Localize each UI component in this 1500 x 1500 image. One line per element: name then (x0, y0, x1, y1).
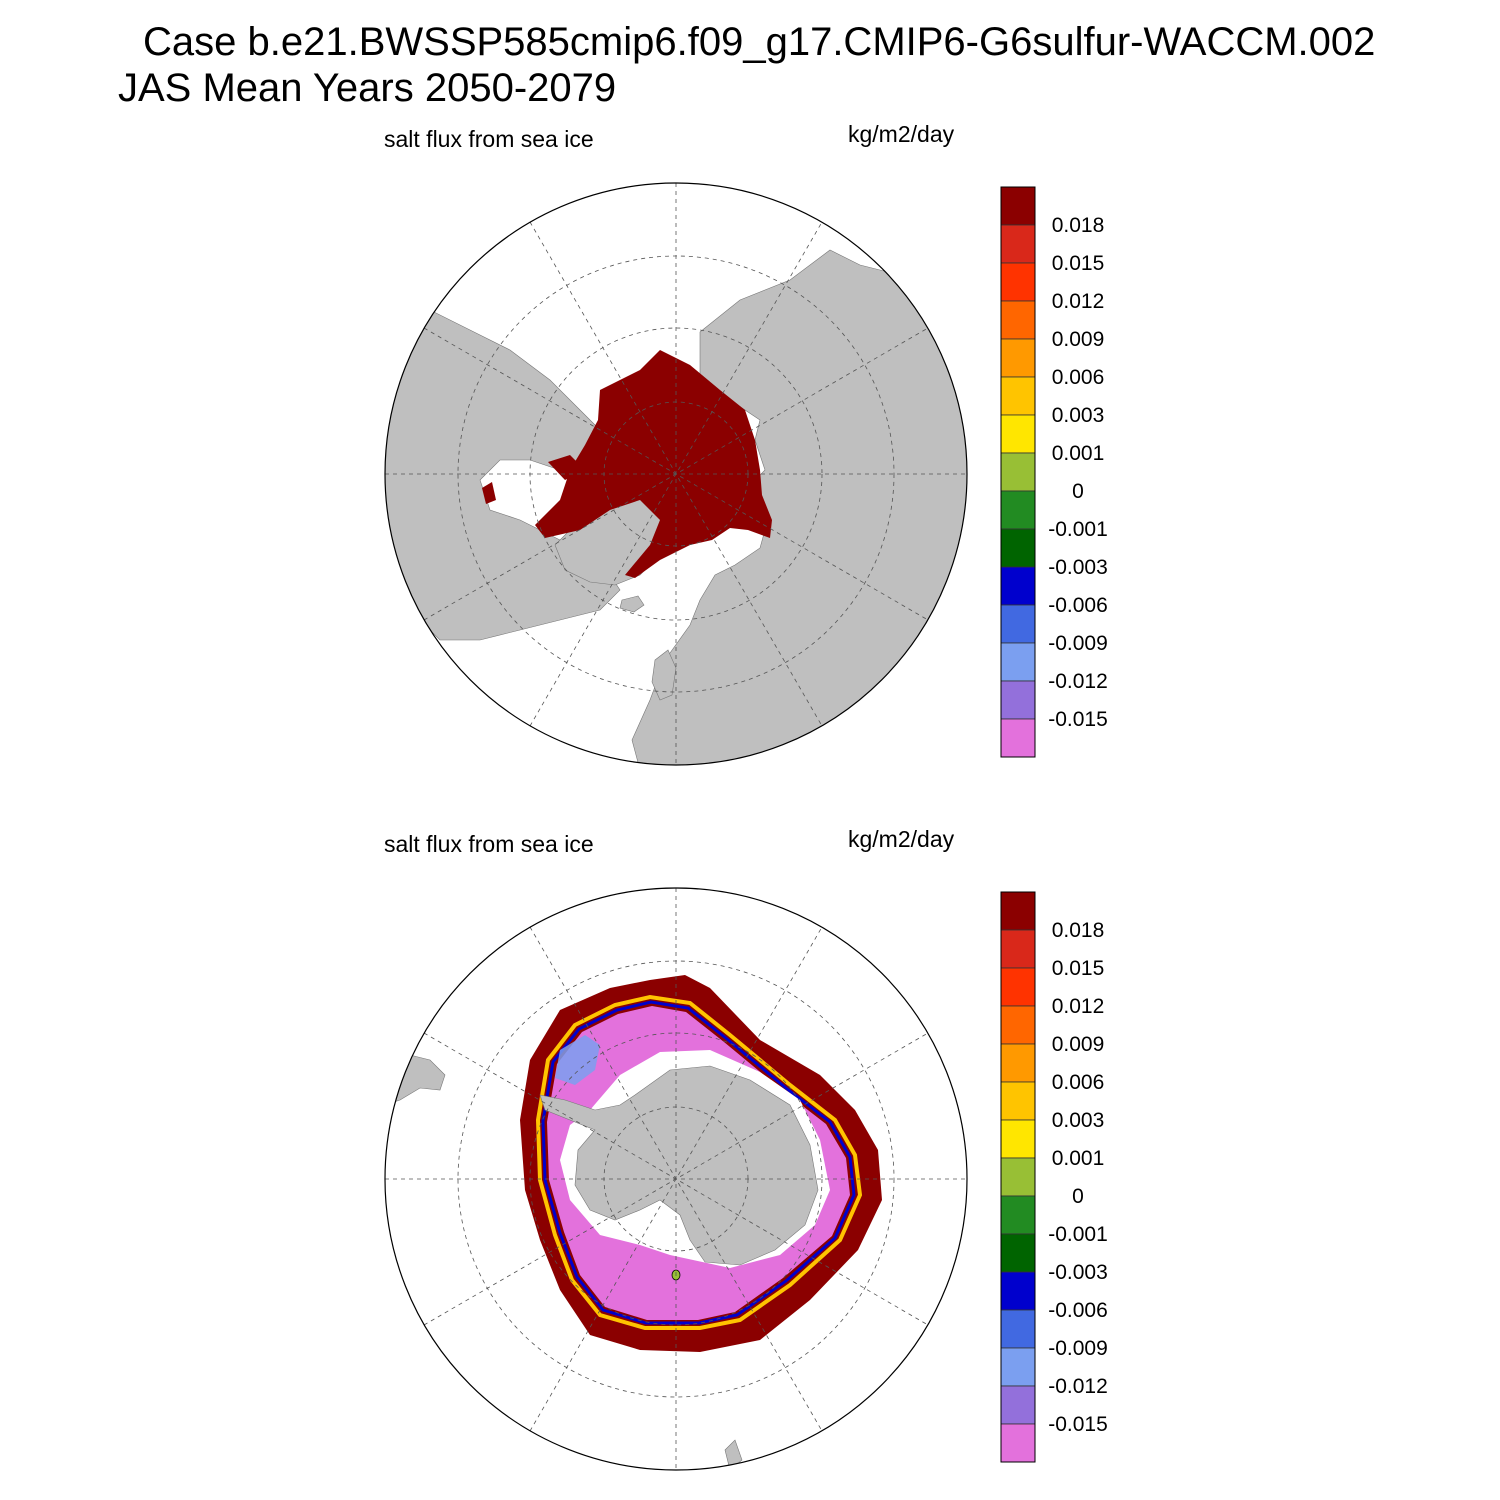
north-colorbar-tick-label: -0.015 (1048, 708, 1108, 731)
south-map-border (384, 887, 968, 1471)
north-land-iceland (619, 595, 645, 613)
south-colorbar-swatch (1000, 1195, 1036, 1235)
south-colorbar: 0.018 0.015 0.012 0.009 0.006 0.003 0.001 0 -0.0… (1000, 891, 1108, 1463)
south-colorbar-swatch (1000, 929, 1036, 969)
south-land-antarctica (539, 1065, 819, 1266)
north-colorbar-border (1000, 186, 1036, 758)
north-colorbar-swatch (1000, 452, 1036, 492)
south-panel-units-label: kg/m2/day (848, 826, 955, 852)
north-colorbar-tick-label: 0.001 (1052, 442, 1105, 465)
north-colorbar-tick-label: -0.009 (1048, 632, 1108, 655)
north-colorbar-tick-label: -0.001 (1048, 518, 1108, 541)
north-sea-ice-salt-flux-region (535, 350, 772, 578)
north-colorbar-swatch (1000, 642, 1036, 682)
figure-title-period: JAS Mean Years 2050-2079 (118, 66, 617, 110)
south-panel-variable-label: salt flux from sea ice (384, 831, 594, 857)
north-colorbar-swatch (1000, 376, 1036, 416)
north-sea-ice-hudson-strait-patch (548, 455, 585, 480)
south-colorbar-tick-label: 0.009 (1052, 1033, 1105, 1056)
north-colorbar-tick-label: 0.009 (1052, 328, 1105, 351)
north-colorbar-swatch (1000, 680, 1036, 720)
north-land-british-isles (651, 649, 677, 701)
north-land-layer (385, 249, 967, 765)
south-land-new-zealand-edge (724, 1439, 743, 1470)
south-sea-ice-transition-band (541, 1000, 856, 1325)
north-colorbar-swatch (1000, 338, 1036, 378)
north-colorbar-tick-label: 0.018 (1052, 214, 1105, 237)
north-sea-ice-hudson-bay-patch (482, 482, 496, 504)
north-colorbar-tick-label: -0.006 (1048, 594, 1108, 617)
south-colorbar-swatch (1000, 967, 1036, 1007)
south-colorbar-swatch (1000, 891, 1036, 931)
north-colorbar-swatch (1000, 718, 1036, 758)
south-colorbar-swatch (1000, 1309, 1036, 1349)
north-colorbar-swatch (1000, 528, 1036, 568)
south-colorbar-tick-label: 0.001 (1052, 1147, 1105, 1170)
south-sea-ice-weddell-lighter-patch (555, 1035, 600, 1085)
north-colorbar-swatch (1000, 566, 1036, 606)
south-colorbar-tick-label: -0.009 (1048, 1337, 1108, 1360)
north-colorbar-tick-label: 0.003 (1052, 404, 1105, 427)
south-colorbar-swatch (1000, 1043, 1036, 1083)
south-colorbar-tick-label: -0.003 (1048, 1261, 1108, 1284)
south-colorbar-swatch (1000, 1271, 1036, 1311)
south-colorbar-swatch (1000, 1385, 1036, 1425)
south-colorbar-swatch (1000, 1157, 1036, 1197)
south-sea-ice-freezing-band (535, 994, 863, 1330)
north-colorbar-swatch (1000, 262, 1036, 302)
north-colorbar-tick-label: -0.012 (1048, 670, 1108, 693)
north-colorbar-swatch (1000, 186, 1036, 226)
north-colorbar-tick-label: 0.012 (1052, 290, 1105, 313)
south-colorbar-swatch (1000, 1081, 1036, 1121)
south-colorbar-tick-label: -0.012 (1048, 1375, 1108, 1398)
north-colorbar-swatch (1000, 414, 1036, 454)
south-colorbar-swatch (1000, 1347, 1036, 1387)
north-colorbar: 0.018 0.015 0.012 0.009 0.006 0.003 0.001 0 -0.0… (1000, 186, 1108, 758)
north-colorbar-tick-label: 0.006 (1052, 366, 1105, 389)
south-colorbar-tick-label: -0.006 (1048, 1299, 1108, 1322)
north-colorbar-swatch (1000, 604, 1036, 644)
south-colorbar-tick-label: 0.012 (1052, 995, 1105, 1018)
south-colorbar-tick-label: 0.003 (1052, 1109, 1105, 1132)
south-colorbar-border (1000, 891, 1036, 1463)
south-colorbar-swatch (1000, 1119, 1036, 1159)
south-colorbar-tick-label: -0.001 (1048, 1223, 1108, 1246)
north-map-border (384, 182, 968, 766)
south-graticule (385, 888, 967, 1470)
south-colorbar-swatch (1000, 1005, 1036, 1045)
north-colorbar-swatch (1000, 300, 1036, 340)
north-colorbar-tick-label: 0.015 (1052, 252, 1105, 275)
north-colorbar-swatch (1000, 490, 1036, 530)
south-colorbar-tick-label: 0 (1072, 1185, 1084, 1208)
south-colorbar-tick-label: 0.006 (1052, 1071, 1105, 1094)
figure-title-case: Case b.e21.BWSSP585cmip6.f09_g17.CMIP6-G… (143, 20, 1376, 64)
south-colorbar-swatch (1000, 1233, 1036, 1273)
north-panel-units-label: kg/m2/day (848, 121, 955, 147)
south-land-antarctica-layer (539, 1065, 819, 1266)
south-colorbar-swatch (1000, 1423, 1036, 1463)
north-colorbar-tick-label: 0 (1072, 480, 1084, 503)
north-colorbar-swatch (1000, 224, 1036, 264)
north-panel-variable-label: salt flux from sea ice (384, 126, 594, 152)
north-colorbar-tick-label: -0.003 (1048, 556, 1108, 579)
north-polar-map (384, 182, 968, 766)
south-colorbar-tick-label: 0.015 (1052, 957, 1105, 980)
south-colorbar-tick-label: 0.018 (1052, 919, 1105, 942)
south-polar-map (384, 887, 968, 1471)
south-colorbar-tick-label: -0.015 (1048, 1413, 1108, 1436)
north-graticule (385, 183, 967, 765)
